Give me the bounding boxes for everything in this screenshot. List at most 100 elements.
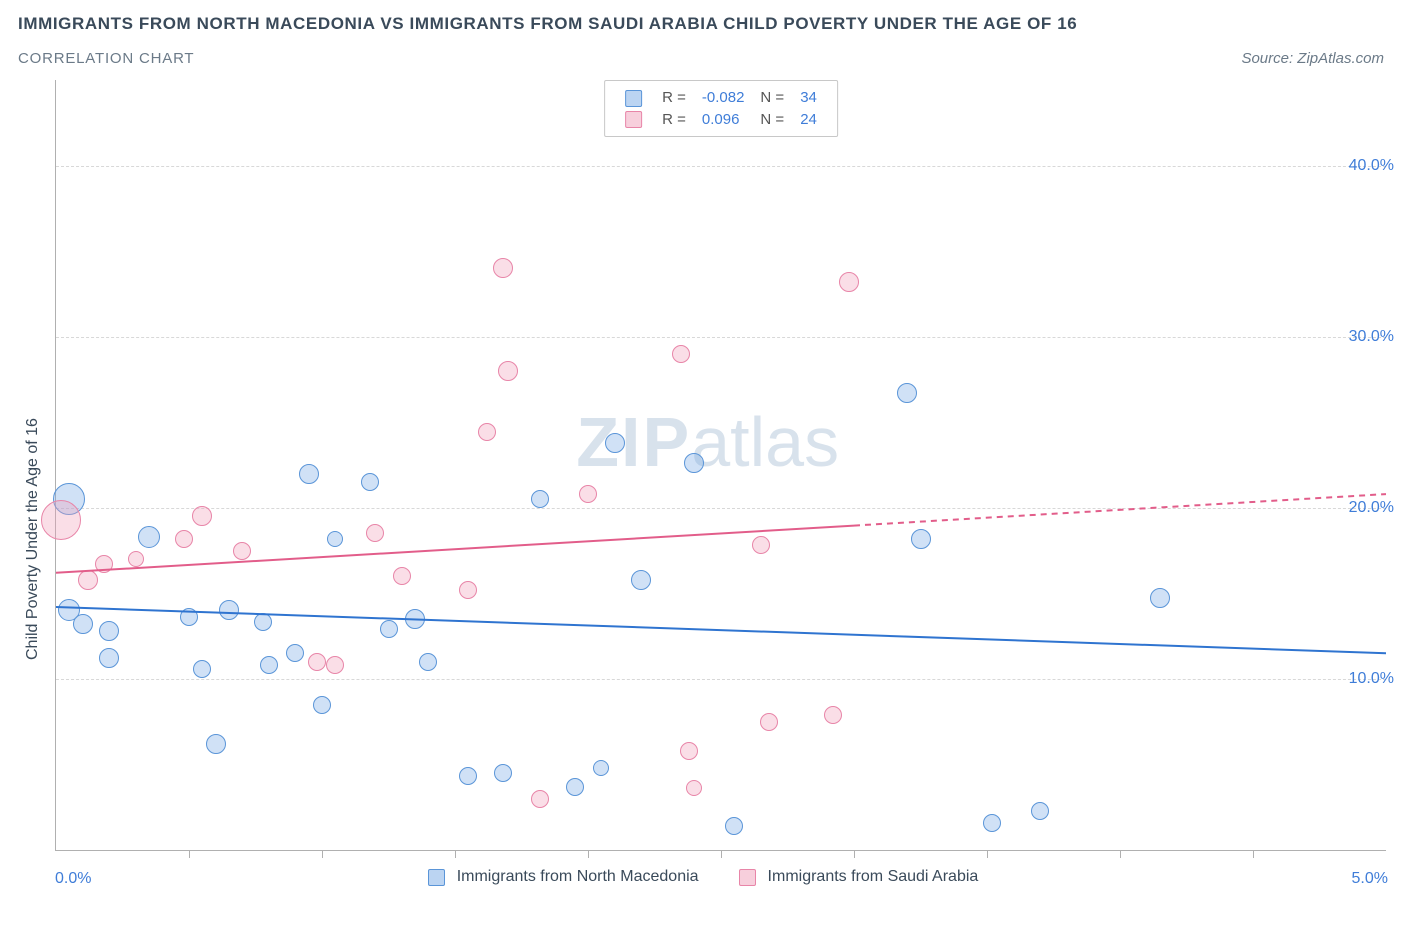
legend-swatch-blue <box>625 90 642 107</box>
legend-row-series2: R = 0.096 N = 24 <box>617 109 825 131</box>
scatter-point <box>531 490 549 508</box>
scatter-point <box>680 742 698 760</box>
scatter-point <box>897 383 917 403</box>
scatter-point <box>725 817 743 835</box>
scatter-point <box>361 473 379 491</box>
legend-swatch-pink <box>625 111 642 128</box>
scatter-point <box>911 529 931 549</box>
scatter-point <box>684 453 704 473</box>
scatter-point <box>99 648 119 668</box>
watermark-light: atlas <box>691 403 839 481</box>
x-tick <box>588 850 589 858</box>
scatter-point <box>193 660 211 678</box>
series-legend: Immigrants from North Macedonia Immigran… <box>0 868 1406 886</box>
legend-item-2: Immigrants from Saudi Arabia <box>739 868 979 886</box>
scatter-point <box>260 656 278 674</box>
legend-n-label: N = <box>752 87 792 109</box>
x-tick <box>455 850 456 858</box>
scatter-point <box>233 542 251 560</box>
x-tick <box>854 850 855 858</box>
scatter-point <box>1150 588 1170 608</box>
legend-swatch-pink <box>739 869 756 886</box>
scatter-point <box>138 526 160 548</box>
scatter-point <box>605 433 625 453</box>
trend-line <box>56 607 1386 653</box>
scatter-point <box>493 258 513 278</box>
legend-swatch-blue <box>428 869 445 886</box>
legend-r-label: R = <box>654 87 694 109</box>
scatter-point <box>128 551 144 567</box>
grid-line <box>56 166 1386 167</box>
scatter-point <box>824 706 842 724</box>
x-tick <box>1120 850 1121 858</box>
legend-n-value-2: 24 <box>792 109 825 131</box>
correlation-legend: R = -0.082 N = 34 R = 0.096 N = 24 <box>604 80 838 137</box>
scatter-point <box>192 506 212 526</box>
scatter-point <box>313 696 331 714</box>
scatter-point <box>219 600 239 620</box>
legend-label-1: Immigrants from North Macedonia <box>457 868 699 886</box>
chart-plot-area: ZIPatlas R = -0.082 N = 34 R = 0.096 N =… <box>55 80 1386 851</box>
scatter-point <box>839 272 859 292</box>
y-tick-label: 40.0% <box>1349 157 1394 175</box>
scatter-point <box>1031 802 1049 820</box>
legend-r-label: R = <box>654 109 694 131</box>
trend-line-dashed <box>854 494 1386 525</box>
chart-title: IMMIGRANTS FROM NORTH MACEDONIA VS IMMIG… <box>18 14 1077 34</box>
scatter-point <box>593 760 609 776</box>
scatter-point <box>566 778 584 796</box>
scatter-point <box>78 570 98 590</box>
scatter-point <box>180 608 198 626</box>
trend-lines-layer <box>56 80 1386 850</box>
scatter-point <box>327 531 343 547</box>
scatter-point <box>419 653 437 671</box>
scatter-point <box>366 524 384 542</box>
scatter-point <box>531 790 549 808</box>
watermark-bold: ZIP <box>576 403 691 481</box>
legend-n-label: N = <box>752 109 792 131</box>
scatter-point <box>459 767 477 785</box>
legend-r-value-1: -0.082 <box>694 87 753 109</box>
legend-label-2: Immigrants from Saudi Arabia <box>768 868 979 886</box>
scatter-point <box>498 361 518 381</box>
scatter-point <box>254 613 272 631</box>
scatter-point <box>326 656 344 674</box>
y-tick-label: 30.0% <box>1349 328 1394 346</box>
legend-item-1: Immigrants from North Macedonia <box>428 868 699 886</box>
grid-line <box>56 337 1386 338</box>
scatter-point <box>631 570 651 590</box>
scatter-point <box>299 464 319 484</box>
legend-row-series1: R = -0.082 N = 34 <box>617 87 825 109</box>
scatter-point <box>494 764 512 782</box>
x-tick <box>322 850 323 858</box>
scatter-point <box>95 555 113 573</box>
scatter-point <box>41 500 81 540</box>
scatter-point <box>686 780 702 796</box>
scatter-point <box>983 814 1001 832</box>
x-tick <box>987 850 988 858</box>
scatter-point <box>752 536 770 554</box>
scatter-point <box>73 614 93 634</box>
scatter-point <box>206 734 226 754</box>
legend-r-value-2: 0.096 <box>694 109 753 131</box>
scatter-point <box>286 644 304 662</box>
scatter-point <box>459 581 477 599</box>
scatter-point <box>672 345 690 363</box>
x-tick <box>721 850 722 858</box>
scatter-point <box>478 423 496 441</box>
scatter-point <box>579 485 597 503</box>
y-tick-label: 20.0% <box>1349 499 1394 517</box>
scatter-point <box>308 653 326 671</box>
scatter-point <box>175 530 193 548</box>
scatter-point <box>405 609 425 629</box>
grid-line <box>56 508 1386 509</box>
scatter-point <box>760 713 778 731</box>
y-tick-label: 10.0% <box>1349 670 1394 688</box>
scatter-point <box>99 621 119 641</box>
chart-subtitle: CORRELATION CHART <box>18 50 194 67</box>
legend-n-value-1: 34 <box>792 87 825 109</box>
x-tick <box>189 850 190 858</box>
scatter-point <box>380 620 398 638</box>
source-label: Source: ZipAtlas.com <box>1241 50 1384 67</box>
y-axis-label: Child Poverty Under the Age of 16 <box>24 418 42 660</box>
